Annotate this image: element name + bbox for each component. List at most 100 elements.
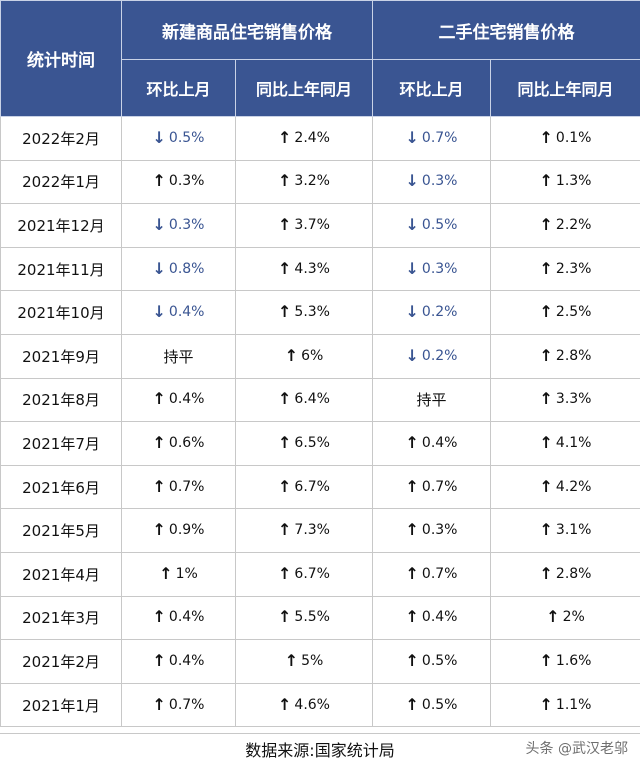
change-value-text: 0.4% <box>422 435 458 451</box>
change-value-text: 2.3% <box>556 261 592 277</box>
change-value-text: 2.8% <box>556 348 592 364</box>
new-mom-cell: ↑0.6% <box>122 422 236 466</box>
table-row: 2021年2月↑0.4%↑5%↑0.5%↑1.6% <box>1 640 640 684</box>
period-cell: 2021年9月 <box>1 334 122 378</box>
new-mom-cell: 持平 <box>122 334 236 378</box>
up-arrow-icon: ↑ <box>153 479 166 495</box>
change-value-text: 4.3% <box>294 261 330 277</box>
change-value-text: 1% <box>176 566 198 582</box>
change-value: ↑0.9% <box>153 522 205 538</box>
change-value-text: 5.5% <box>294 609 330 625</box>
table-row: 2022年2月↓0.5%↑2.4%↓0.7%↑0.1% <box>1 117 640 161</box>
change-value: ↑3.2% <box>278 173 330 189</box>
change-value-text: 6.7% <box>294 566 330 582</box>
change-value-text: 5.3% <box>294 304 330 320</box>
change-value: ↑1.6% <box>540 653 592 669</box>
down-arrow-icon: ↓ <box>153 261 166 277</box>
change-value: ↓0.2% <box>406 304 458 320</box>
used-yoy-cell: ↑0.1% <box>491 117 640 161</box>
used-mom-cell: ↑0.5% <box>373 683 491 727</box>
up-arrow-icon: ↑ <box>540 653 553 669</box>
change-value: ↑0.5% <box>406 697 458 713</box>
new-yoy-cell: ↑6.4% <box>236 378 373 422</box>
up-arrow-icon: ↑ <box>278 566 291 582</box>
used-mom-cell: ↑0.4% <box>373 422 491 466</box>
change-value-text: 4.2% <box>556 479 592 495</box>
new-yoy-cell: ↑5.5% <box>236 596 373 640</box>
new-yoy-cell: ↑3.2% <box>236 160 373 204</box>
change-value: ↑0.7% <box>153 697 205 713</box>
up-arrow-icon: ↑ <box>406 479 419 495</box>
up-arrow-icon: ↑ <box>153 653 166 669</box>
change-value-text: 2.8% <box>556 566 592 582</box>
up-arrow-icon: ↑ <box>540 261 553 277</box>
change-value: ↓0.4% <box>153 304 205 320</box>
change-value: ↑5.3% <box>278 304 330 320</box>
used-mom-cell: ↑0.3% <box>373 509 491 553</box>
change-value: ↑0.4% <box>406 609 458 625</box>
change-value: ↑3.7% <box>278 217 330 233</box>
used-yoy-cell: ↑2.8% <box>491 334 640 378</box>
change-value: ↑0.4% <box>153 391 205 407</box>
change-value-text: 0.1% <box>556 130 592 146</box>
change-value-text: 0.3% <box>422 522 458 538</box>
change-value-text: 0.6% <box>169 435 205 451</box>
change-value: ↑0.7% <box>153 479 205 495</box>
table-row: 2021年7月↑0.6%↑6.5%↑0.4%↑4.1% <box>1 422 640 466</box>
change-value-text: 0.7% <box>169 479 205 495</box>
used-mom-cell: ↓0.2% <box>373 291 491 335</box>
change-value: ↑0.6% <box>153 435 205 451</box>
table-row: 2021年11月↓0.8%↑4.3%↓0.3%↑2.3% <box>1 247 640 291</box>
new-yoy-cell: ↑5% <box>236 640 373 684</box>
change-value-text: 0.2% <box>422 304 458 320</box>
up-arrow-icon: ↑ <box>278 391 291 407</box>
new-yoy-cell: ↑4.6% <box>236 683 373 727</box>
table-row: 2021年10月↓0.4%↑5.3%↓0.2%↑2.5% <box>1 291 640 335</box>
up-arrow-icon: ↑ <box>153 435 166 451</box>
change-value: ↑5.5% <box>278 609 330 625</box>
change-value-text: 2.4% <box>294 130 330 146</box>
change-value-text: 6.4% <box>294 391 330 407</box>
used-mom-cell: ↑0.5% <box>373 640 491 684</box>
change-value-text: 6% <box>301 348 323 364</box>
up-arrow-icon: ↑ <box>540 130 553 146</box>
table-row: 2021年3月↑0.4%↑5.5%↑0.4%↑2% <box>1 596 640 640</box>
change-value: ↑6.7% <box>278 566 330 582</box>
period-cell: 2021年10月 <box>1 291 122 335</box>
up-arrow-icon: ↑ <box>278 479 291 495</box>
change-value-text: 0.3% <box>169 217 205 233</box>
change-value: ↑2.4% <box>278 130 330 146</box>
period-header: 统计时间 <box>1 1 122 117</box>
down-arrow-icon: ↓ <box>406 130 419 146</box>
used-mom-cell: ↓0.5% <box>373 204 491 248</box>
change-value: ↑0.5% <box>406 653 458 669</box>
used-mom-cell: ↓0.2% <box>373 334 491 378</box>
new-yoy-cell: ↑3.7% <box>236 204 373 248</box>
up-arrow-icon: ↑ <box>278 304 291 320</box>
change-value-text: 0.4% <box>422 609 458 625</box>
change-value: ↑2.8% <box>540 566 592 582</box>
new-mom-cell: ↑0.9% <box>122 509 236 553</box>
change-value: ↓0.3% <box>153 217 205 233</box>
change-value: ↑5% <box>285 653 324 669</box>
up-arrow-icon: ↑ <box>406 653 419 669</box>
table-row: 2021年4月↑1%↑6.7%↑0.7%↑2.8% <box>1 552 640 596</box>
new-mom-cell: ↓0.8% <box>122 247 236 291</box>
down-arrow-icon: ↓ <box>406 348 419 364</box>
change-value: ↑0.4% <box>153 609 205 625</box>
change-value-text: 0.7% <box>422 130 458 146</box>
used-mom-cell: ↑0.4% <box>373 596 491 640</box>
period-cell: 2021年8月 <box>1 378 122 422</box>
change-value: ↑0.4% <box>406 435 458 451</box>
change-value: ↑1.3% <box>540 173 592 189</box>
used-yoy-cell: ↑1.1% <box>491 683 640 727</box>
period-cell: 2021年11月 <box>1 247 122 291</box>
change-value-text: 0.3% <box>422 261 458 277</box>
table-row: 2022年1月↑0.3%↑3.2%↓0.3%↑1.3% <box>1 160 640 204</box>
down-arrow-icon: ↓ <box>153 217 166 233</box>
change-value-text: 1.3% <box>556 173 592 189</box>
table-row: 2021年6月↑0.7%↑6.7%↑0.7%↑4.2% <box>1 465 640 509</box>
up-arrow-icon: ↑ <box>540 566 553 582</box>
up-arrow-icon: ↑ <box>406 522 419 538</box>
change-value: ↓0.3% <box>406 261 458 277</box>
